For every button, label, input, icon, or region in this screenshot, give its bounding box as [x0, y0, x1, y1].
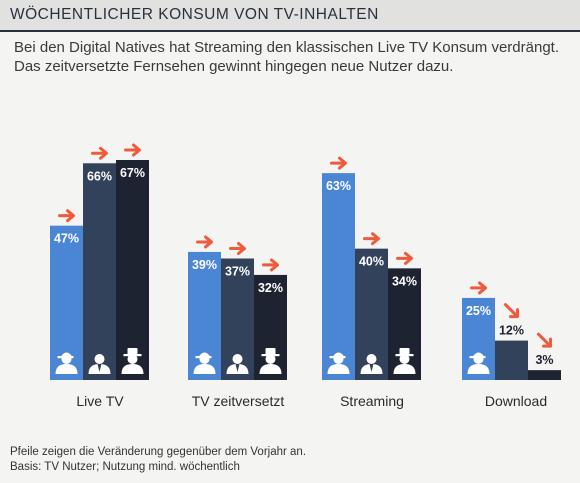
- bar: [528, 370, 561, 380]
- trend-up-arrow-icon: [91, 146, 108, 160]
- chart-subtitle: Bei den Digital Natives hat Streaming de…: [14, 39, 560, 75]
- category-label: TV zeitversetzt: [192, 393, 285, 409]
- data-label: 37%: [225, 265, 250, 279]
- bar: [495, 340, 528, 380]
- person-cap-icon: [193, 352, 216, 374]
- page-title: WÖCHENTLICHER KONSUM VON TV-INHALTEN: [10, 6, 379, 23]
- trend-up-arrow-icon: [124, 143, 141, 157]
- footnote-arrows: Pfeile zeigen die Veränderung gegenüber …: [10, 446, 307, 458]
- data-label: 39%: [192, 258, 217, 272]
- person-cap-icon: [327, 352, 350, 374]
- data-label: 66%: [87, 169, 112, 183]
- trend-up-arrow-icon: [396, 251, 413, 265]
- bar: [322, 173, 355, 380]
- category-label: Download: [485, 393, 547, 409]
- trend-up-arrow-icon: [470, 281, 487, 295]
- data-label: 67%: [120, 166, 145, 180]
- data-label: 34%: [392, 274, 417, 288]
- person-hat-icon: [393, 348, 416, 374]
- trend-up-arrow-icon: [262, 258, 279, 272]
- person-cap-icon: [467, 352, 490, 374]
- person-suit-icon: [226, 354, 249, 374]
- bar: [83, 163, 116, 380]
- trend-up-arrow-icon: [330, 156, 347, 170]
- person-cap-icon: [55, 352, 78, 374]
- data-label: 25%: [466, 304, 491, 318]
- data-label: 3%: [535, 353, 553, 367]
- bar: [116, 160, 149, 380]
- data-label: 40%: [359, 255, 384, 269]
- trend-up-arrow-icon: [58, 209, 75, 223]
- person-suit-icon: [360, 354, 383, 374]
- trend-up-arrow-icon: [196, 235, 213, 249]
- trend-down-arrow-icon: [504, 303, 519, 319]
- category-label: Live TV: [76, 393, 124, 409]
- person-hat-icon: [121, 348, 144, 374]
- person-suit-icon: [88, 354, 111, 374]
- data-label: 63%: [326, 179, 351, 193]
- data-label: 32%: [258, 281, 283, 295]
- trend-down-arrow-icon: [537, 332, 552, 348]
- person-hat-icon: [259, 348, 282, 374]
- footnote-basis: Basis: TV Nutzer; Nutzung mind. wöchentl…: [10, 461, 240, 473]
- header-bar: WÖCHENTLICHER KONSUM VON TV-INHALTEN: [0, 0, 580, 32]
- data-label: 12%: [499, 324, 524, 338]
- trend-up-arrow-icon: [363, 232, 380, 246]
- data-label: 47%: [54, 232, 79, 246]
- category-label: Streaming: [340, 393, 404, 409]
- trend-up-arrow-icon: [229, 242, 246, 256]
